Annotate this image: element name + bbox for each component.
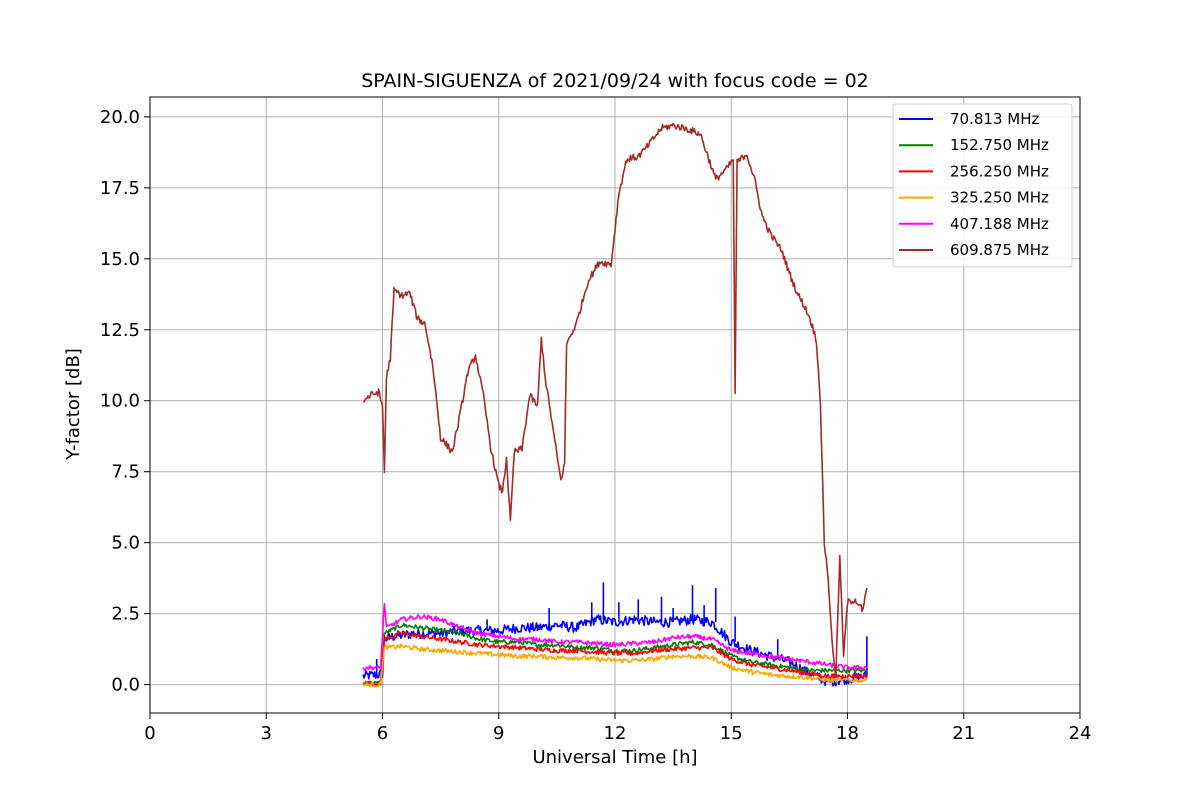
series-line-4 [362,603,868,671]
legend-box [892,103,1073,268]
series-group [362,122,868,688]
series-line-0 [362,613,868,687]
series-line-5 [363,122,868,679]
x-tick-label: 3 [261,723,272,744]
legend-entry-label: 152.750 MHz [950,136,1049,154]
legend: 70.813 MHz 152.750 MHz 256.250 MHz 325.250 … [892,103,1073,268]
x-tick-label: 12 [604,723,627,744]
y-tick-label: 0.0 [111,675,140,696]
y-tick-label: 15.0 [100,249,140,270]
y-tick-label: 2.5 [111,604,140,625]
x-tick-label: 15 [720,723,743,744]
legend-entry-label: 70.813 MHz [950,110,1039,128]
x-tick-label: 18 [836,723,859,744]
legend-entry-label: 325.250 MHz [950,189,1049,207]
y-tick-label: 10.0 [100,391,140,412]
x-tick-label: 21 [952,723,975,744]
legend-entry-label: 609.875 MHz [950,241,1049,259]
y-tick-label: 20.0 [100,107,140,128]
y-tick-label: 12.5 [100,320,140,341]
x-tick-label: 9 [493,723,504,744]
series-line-2 [363,631,868,687]
x-tick-label: 0 [144,723,155,744]
y-axis: 0.0 2.5 5.0 7.5 10.0 12.5 15.0 17.5 20.0 [100,107,150,696]
y-tick-label: 5.0 [111,533,140,554]
y-tick-label: 7.5 [111,462,140,483]
x-tick-label: 6 [377,723,388,744]
x-tick-label: 24 [1069,723,1092,744]
x-axis-label: Universal Time [h] [532,747,697,768]
y-tick-label: 17.5 [100,178,140,199]
chart-title: SPAIN-SIGUENZA of 2021/09/24 with focus … [361,70,869,92]
legend-entry-label: 407.188 MHz [950,215,1049,233]
x-axis: 0 3 6 9 12 15 18 21 24 [144,713,1091,744]
series-line-3 [362,643,868,688]
legend-entry-label: 256.250 MHz [950,162,1049,180]
y-axis-label: Y-factor [dB] [63,348,84,461]
